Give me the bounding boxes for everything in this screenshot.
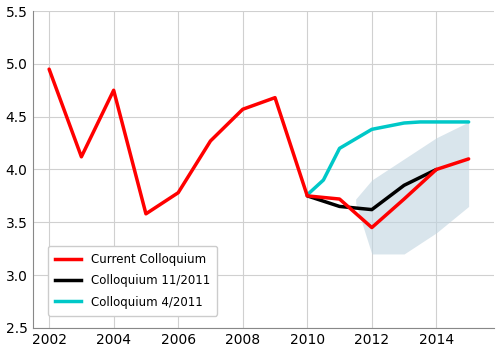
Colloquium 11/2011: [434, 167, 440, 172]
Current Colloquium: [336, 197, 342, 201]
Current Colloquium: [304, 194, 310, 198]
Current Colloquium: [78, 155, 84, 159]
Colloquium 4/2011: [320, 178, 326, 182]
Current Colloquium: [466, 157, 471, 161]
Colloquium 4/2011: [304, 193, 310, 197]
Current Colloquium: [143, 212, 149, 216]
Current Colloquium: [240, 107, 246, 112]
Current Colloquium: [369, 226, 375, 230]
Legend: Current Colloquium, Colloquium 11/2011, Colloquium 4/2011: Current Colloquium, Colloquium 11/2011, …: [48, 246, 217, 316]
Colloquium 11/2011: [401, 183, 407, 187]
Current Colloquium: [401, 197, 407, 201]
Current Colloquium: [434, 167, 440, 172]
Colloquium 4/2011: [417, 120, 423, 124]
Current Colloquium: [46, 67, 52, 71]
Colloquium 4/2011: [434, 120, 440, 124]
Colloquium 11/2011: [304, 194, 310, 198]
Current Colloquium: [110, 88, 116, 92]
Current Colloquium: [208, 139, 214, 143]
Colloquium 4/2011: [336, 146, 342, 150]
Current Colloquium: [272, 96, 278, 100]
Line: Colloquium 4/2011: Colloquium 4/2011: [308, 122, 468, 195]
Line: Current Colloquium: Current Colloquium: [49, 69, 469, 228]
Colloquium 4/2011: [466, 120, 471, 124]
Colloquium 11/2011: [369, 208, 375, 212]
Line: Colloquium 11/2011: Colloquium 11/2011: [308, 169, 436, 210]
Colloquium 4/2011: [401, 121, 407, 125]
Colloquium 4/2011: [369, 127, 375, 131]
Colloquium 11/2011: [336, 204, 342, 209]
Current Colloquium: [175, 191, 181, 195]
